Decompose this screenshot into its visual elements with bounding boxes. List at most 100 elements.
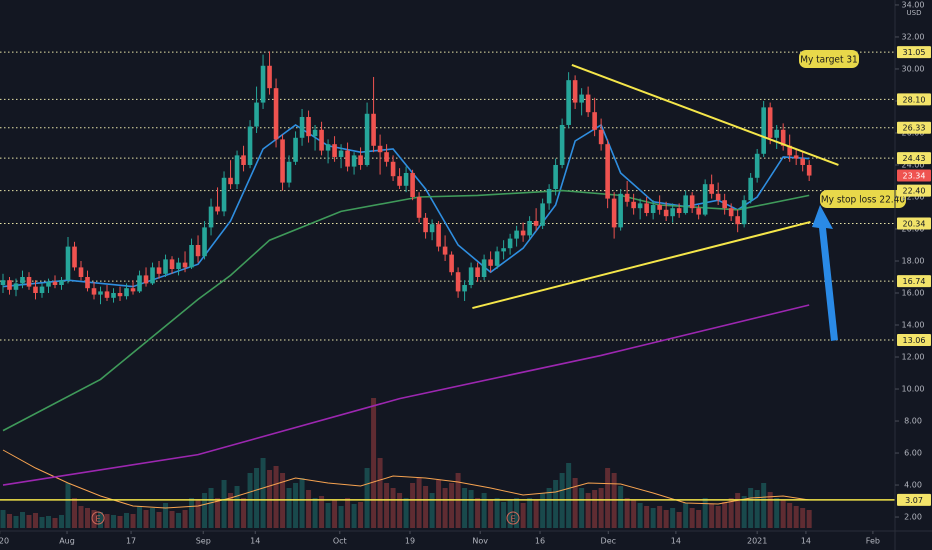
candle-body xyxy=(150,267,155,284)
y-tick-label: 10.00 xyxy=(902,385,925,394)
support-label: 3.07 xyxy=(905,496,923,505)
candle-body xyxy=(449,254,454,273)
volume-bar xyxy=(52,518,58,528)
level-label-bg xyxy=(897,93,931,106)
volume-bar xyxy=(143,510,149,528)
volume-bar xyxy=(631,500,637,528)
volume-bar xyxy=(46,516,52,528)
volume-bar xyxy=(748,488,754,528)
candle-body xyxy=(163,259,168,274)
volume-bar xyxy=(137,506,143,528)
volume-bar xyxy=(410,483,416,528)
candle-body xyxy=(33,286,38,294)
volume-bar xyxy=(13,516,19,528)
candle-body xyxy=(410,172,415,197)
volume-bar xyxy=(65,483,71,528)
volume-bar xyxy=(195,500,201,528)
candle-body xyxy=(293,137,298,162)
volume-bar xyxy=(306,490,312,528)
volume-bar xyxy=(176,513,182,528)
candle-body xyxy=(52,281,58,286)
volume-bar xyxy=(787,503,793,528)
volume-bar xyxy=(436,480,442,528)
volume-bar xyxy=(598,488,604,528)
candle-body xyxy=(631,201,636,209)
candle-body xyxy=(351,155,357,167)
volume-bar xyxy=(0,510,6,528)
candle-body xyxy=(0,280,6,286)
candle-body xyxy=(787,145,792,156)
candle-body xyxy=(767,107,773,138)
price-layer: My target 31 My stop loss 22.40 xyxy=(0,50,906,501)
volume-bar xyxy=(345,498,351,528)
level-label-bg xyxy=(897,46,931,59)
volume-bar xyxy=(527,498,533,528)
candle-body xyxy=(546,188,552,204)
candle-body xyxy=(592,112,597,130)
volume-bar xyxy=(78,506,84,528)
volume-bar xyxy=(774,498,780,528)
volume-bar xyxy=(540,493,546,528)
volume-bar xyxy=(579,488,585,528)
candle-body xyxy=(72,246,77,268)
y-tick-label: 18.00 xyxy=(902,256,925,265)
candle-body xyxy=(202,227,207,257)
candle-body xyxy=(657,204,662,210)
candle-body xyxy=(488,259,493,266)
volume-bar xyxy=(488,500,494,528)
volume-bar xyxy=(325,503,331,528)
volume-bar xyxy=(806,510,812,528)
candle-body xyxy=(130,288,136,292)
volume-bar xyxy=(533,500,539,528)
candle-body xyxy=(793,155,799,159)
support-label-bg xyxy=(897,493,931,506)
candle-body xyxy=(137,275,142,292)
volume-bar xyxy=(735,493,741,528)
volume-bar xyxy=(670,508,676,528)
level-label: 22.40 xyxy=(903,187,926,196)
x-tick-label: 16 xyxy=(535,537,545,546)
volume-bar xyxy=(449,483,455,528)
volume-bar xyxy=(260,458,266,528)
level-label: 24.43 xyxy=(903,154,926,163)
volume-bar xyxy=(150,508,156,528)
candle-body xyxy=(377,145,383,153)
candle-body xyxy=(345,150,350,167)
volume-bar xyxy=(481,493,487,528)
volume-bar xyxy=(800,508,806,528)
currency: USD xyxy=(907,9,922,17)
trendline xyxy=(571,64,839,166)
volume-bar xyxy=(462,488,468,528)
x-tick-label: 19 xyxy=(405,537,415,546)
candle-body xyxy=(260,65,266,103)
x-tick-label: 14 xyxy=(671,537,681,546)
volume-bar xyxy=(312,498,318,528)
candle-body xyxy=(553,164,558,189)
volume-bar xyxy=(780,500,786,528)
volume-bar xyxy=(32,513,38,528)
candle-body xyxy=(98,291,103,295)
candle-body xyxy=(611,198,617,228)
earnings-icon xyxy=(91,511,105,525)
candle-body xyxy=(728,208,734,217)
candle-body xyxy=(527,220,532,236)
candle-body xyxy=(501,248,506,252)
candle-body xyxy=(364,113,370,165)
candle-body xyxy=(189,244,194,268)
candle-body xyxy=(722,200,727,209)
y-tick-label: 2.00 xyxy=(904,513,922,522)
y-tick-label: 22.00 xyxy=(902,192,925,201)
volume-bar xyxy=(293,483,299,528)
candle-body xyxy=(13,283,19,290)
volume-bar xyxy=(605,468,611,528)
candle-body xyxy=(247,126,253,165)
volume-bar xyxy=(384,483,390,528)
candle-body xyxy=(371,113,376,146)
x-tick-label: Sep xyxy=(196,537,211,546)
candle-body xyxy=(228,177,233,185)
volume-bar xyxy=(650,508,656,528)
candle-body xyxy=(325,144,331,151)
volume-bar xyxy=(163,503,169,528)
volume-bar xyxy=(676,512,682,528)
